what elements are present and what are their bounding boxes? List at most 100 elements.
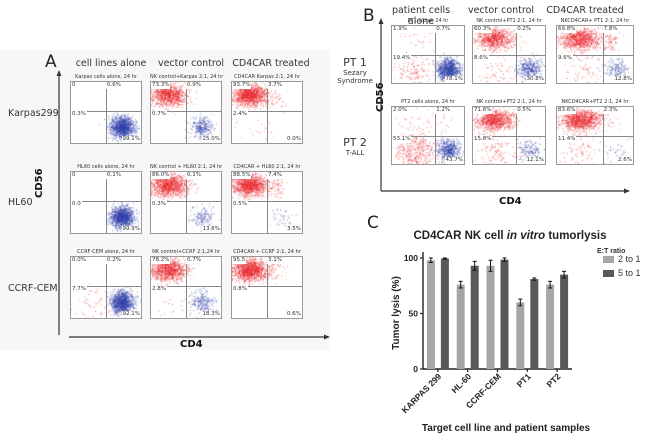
bar-5to1 bbox=[500, 259, 509, 369]
quadrant-ll-value: 0.7% bbox=[151, 110, 167, 118]
quadrant-gate-vertical bbox=[106, 172, 107, 233]
quadrant-lr-value: 0.6% bbox=[286, 311, 302, 318]
x-arrow-icon bbox=[624, 188, 630, 194]
quadrant-lr-value: 18.3% bbox=[201, 311, 221, 318]
quadrant-lr-value: 2.6% bbox=[617, 157, 633, 164]
chart-title-italic: in vitro bbox=[506, 230, 546, 242]
quadrant-ur-value: 0.1% bbox=[186, 172, 202, 179]
quadrant-ur-value: 0.2% bbox=[516, 26, 533, 33]
flow-plot-title: NK control+PT2 2:1, 24 hr bbox=[476, 99, 542, 105]
bar-2to1 bbox=[486, 265, 495, 369]
y-axis-label: Tumor lysis (%) bbox=[391, 276, 402, 350]
panel-b-row-pt2: PT 2 T-ALL bbox=[335, 136, 375, 157]
quadrant-lr-value: 3.5% bbox=[286, 226, 302, 233]
quadrant-ll-value: 2.8% bbox=[151, 285, 167, 293]
quadrant-ul-value: 69.8% bbox=[557, 26, 577, 33]
panel-b-x-axis-label: CD4 bbox=[499, 196, 522, 207]
quadrant-ll-value: 0.5% bbox=[232, 200, 248, 208]
bar-5to1 bbox=[440, 258, 449, 369]
x-tick-label: PT2 bbox=[544, 371, 562, 389]
panel-a-x-axis-label: CD4 bbox=[180, 339, 203, 350]
flow-plot-title: HL60 cells alone, 24 hr bbox=[77, 164, 135, 170]
row-label: PT 1 bbox=[343, 56, 367, 69]
quadrant-gate-vertical bbox=[106, 82, 107, 143]
flow-plot-title: NK control+CCRF 2:1,24 hr bbox=[152, 249, 220, 255]
flow-plot: 69.8% 7.8% 9.6% 12.8% bbox=[556, 25, 634, 84]
bar-5to1 bbox=[470, 265, 479, 369]
quadrant-lr-value: 43.7% bbox=[444, 157, 464, 164]
quadrant-ur-value: 0.1% bbox=[106, 172, 122, 179]
flow-plot-title: CD4CAR + CCRF 2:1, 24 hr bbox=[233, 249, 301, 255]
chart-title-pre: CD4CAR NK cell bbox=[413, 230, 507, 242]
quadrant-ll-value: 19.4% bbox=[392, 54, 412, 62]
quadrant-ul-value: 60.3% bbox=[473, 26, 493, 33]
quadrant-gate-vertical bbox=[186, 172, 187, 233]
quadrant-gate-vertical bbox=[267, 172, 268, 233]
quadrant-gate-vertical bbox=[106, 257, 107, 318]
quadrant-ll-value: 11.4% bbox=[557, 135, 577, 143]
quadrant-gate-vertical bbox=[516, 26, 518, 83]
quadrant-ul-value: 1.9% bbox=[392, 26, 408, 33]
quadrant-ul-value: 0 bbox=[71, 82, 77, 89]
flow-plot: 78.2% 0.7% 2.8% 18.3% bbox=[150, 256, 222, 319]
panel-a-row-label: HL60 bbox=[8, 197, 33, 208]
flow-plot: 95.5 3.1% 0.8% 0.6% bbox=[231, 256, 303, 319]
quadrant-lr-value: 12.1% bbox=[525, 157, 545, 164]
quadrant-ur-value: 0.7% bbox=[435, 26, 452, 33]
panel-c-letter: C bbox=[367, 213, 379, 233]
panel-a-letter: A bbox=[45, 52, 57, 72]
quadrant-ul-value: 83.6% bbox=[557, 107, 577, 114]
x-tick-label: KARPAS 299 bbox=[400, 371, 444, 415]
panel-a-col-head: vector control bbox=[157, 58, 225, 69]
quadrant-gate-horizontal bbox=[392, 54, 464, 56]
row-label: PT 2 bbox=[343, 136, 367, 149]
quadrant-ul-value: 93.7% bbox=[232, 82, 252, 89]
panel-b-letter: B bbox=[363, 6, 375, 26]
quadrant-gate-vertical bbox=[435, 107, 437, 164]
quadrant-lr-value: 0.0% bbox=[286, 136, 302, 143]
quadrant-ll-value: 15.8% bbox=[473, 135, 493, 143]
quadrant-gate-vertical bbox=[186, 82, 187, 143]
quadrant-ul-value: 78.2% bbox=[151, 257, 171, 264]
chart-title-post: tumorlysis bbox=[545, 230, 607, 242]
y-arrow-icon bbox=[378, 18, 384, 24]
flow-plot-title: CCRF-CEM alone, 24 hr bbox=[77, 249, 135, 255]
flow-plot: 83.6% 2.3% 11.4% 2.6% bbox=[556, 106, 634, 165]
x-tick-label: PT1 bbox=[515, 371, 533, 389]
bar-5to1 bbox=[560, 274, 569, 369]
legend-label-2to1: 2 to 1 bbox=[618, 254, 641, 264]
quadrant-ur-value: 0.7% bbox=[186, 257, 202, 264]
x-arrow-icon bbox=[324, 334, 330, 340]
quadrant-ur-value: 1.2% bbox=[435, 107, 452, 114]
quadrant-lr-value: 12.8% bbox=[613, 76, 633, 83]
quadrant-lr-value: 99.9% bbox=[121, 226, 141, 233]
quadrant-lr-value: 13.6% bbox=[201, 226, 221, 233]
flow-plot: 93.7% 3.7% 2.4% 0.0% bbox=[231, 81, 303, 144]
panel-a-axes bbox=[56, 70, 330, 340]
flow-plot: 0.0% 0.2% 7.7% 92.1% bbox=[70, 256, 142, 319]
legend-swatch-5to1 bbox=[603, 270, 614, 277]
panel-a-col-head: cell lines alone bbox=[75, 58, 147, 69]
panel-b-col-head: vector control bbox=[467, 5, 535, 16]
quadrant-ll-value: 9.6% bbox=[557, 54, 573, 62]
quadrant-ll-value: 7.7% bbox=[71, 285, 87, 293]
flow-plot: 88.5% 7.4% 0.5% 3.5% bbox=[231, 171, 303, 234]
quadrant-ul-value: 0 bbox=[71, 172, 77, 179]
quadrant-ll-value: 0.3% bbox=[151, 200, 167, 208]
quadrant-lr-value: 92.1% bbox=[121, 311, 141, 318]
quadrant-lr-value: 30.8% bbox=[525, 76, 545, 83]
panel-b-col-head: CD4CAR treated bbox=[546, 5, 624, 16]
legend-label-5to1: 5 to 1 bbox=[618, 268, 641, 278]
quadrant-gate-vertical bbox=[186, 257, 187, 318]
quadrant-ll-value: 8.6% bbox=[473, 54, 489, 62]
quadrant-ur-value: 7.8% bbox=[602, 26, 619, 33]
quadrant-ur-value: 7.4% bbox=[267, 172, 283, 179]
quadrant-ur-value: 0.5% bbox=[516, 107, 533, 114]
quadrant-ll-value: 0.3% bbox=[71, 110, 87, 118]
quadrant-ul-value: 88.5% bbox=[232, 172, 252, 179]
quadrant-ur-value: 0.2% bbox=[106, 257, 122, 264]
flow-plot: 2.0% 1.2% 53.1% 43.7% bbox=[391, 106, 465, 165]
flow-plot: 0 0.1% 0.0 99.9% bbox=[70, 171, 142, 234]
quadrant-ur-value: 3.1% bbox=[267, 257, 283, 264]
y-tick-label: 100 bbox=[404, 253, 418, 263]
